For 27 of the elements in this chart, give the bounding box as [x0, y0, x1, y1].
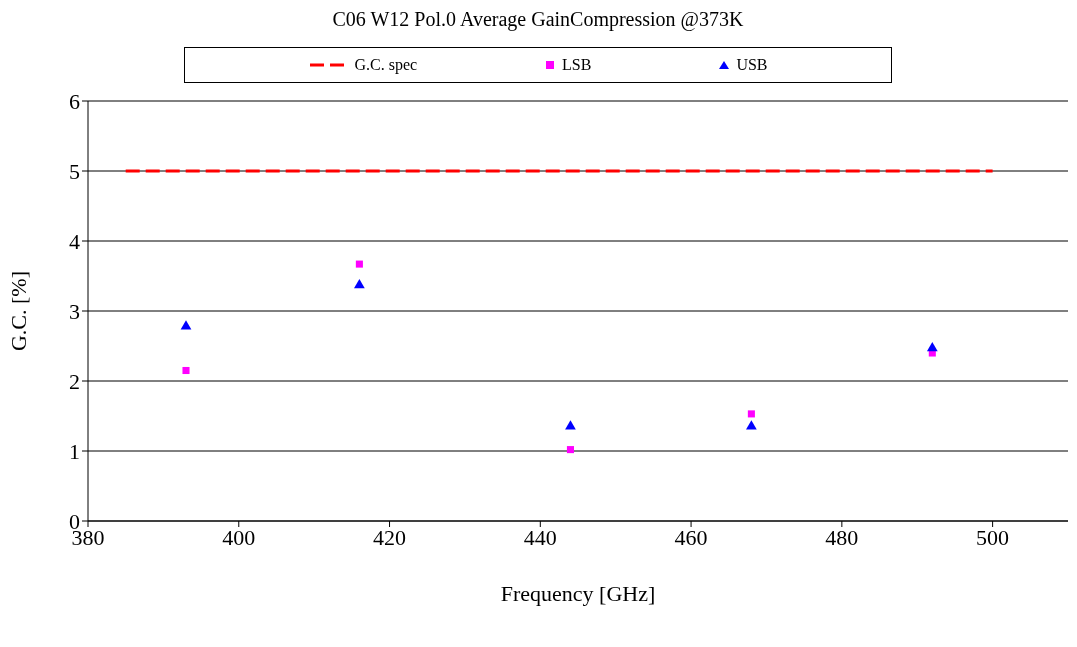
x-tick-label: 440 [523, 524, 557, 550]
y-tick-label: 2 [69, 368, 80, 394]
x-axis-title: Frequency [GHz] [500, 581, 656, 606]
point [180, 320, 192, 330]
point [746, 420, 757, 430]
y-tick-label: 6 [69, 88, 80, 114]
point [355, 260, 363, 268]
legend-label: USB [736, 56, 768, 74]
y-tick-label: 4 [69, 228, 80, 254]
y-tick-label: 1 [69, 438, 80, 464]
legend-label: LSB [562, 56, 592, 74]
x-tick-label: 400 [222, 524, 256, 550]
point [354, 278, 365, 289]
legend-label: G.C. spec [354, 56, 418, 74]
y-tick-label: 3 [69, 298, 80, 324]
point [182, 366, 190, 375]
x-tick-label: 460 [674, 524, 708, 550]
point [565, 420, 576, 430]
point [747, 410, 755, 418]
x-tick-label: 500 [976, 524, 1010, 550]
point [926, 341, 938, 352]
y-tick-label: 5 [69, 158, 80, 184]
x-tick-label: 420 [373, 524, 407, 550]
point [566, 446, 574, 454]
y-axis-title: G.C. [%] [5, 270, 31, 352]
chart-title: C06 W12 Pol.0 Average GainCompression @373K [331, 8, 745, 31]
x-tick-label: 480 [825, 524, 859, 550]
